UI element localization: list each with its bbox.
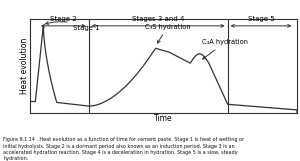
Text: Stage 2: Stage 2 [50,16,77,22]
Text: Figure 9.1.14 . Heat evolution as a function of time for cement paste. Stage 1 i: Figure 9.1.14 . Heat evolution as a func… [3,137,244,161]
Text: Stages 3 and 4: Stages 3 and 4 [132,16,184,22]
X-axis label: Time: Time [154,114,173,123]
Text: C₃A hydration: C₃A hydration [202,39,248,59]
Y-axis label: Heat evolution: Heat evolution [20,38,28,94]
Text: Stage 1: Stage 1 [46,22,100,31]
Text: Stage 5: Stage 5 [248,16,274,22]
Text: C₃S hydration: C₃S hydration [145,24,190,43]
